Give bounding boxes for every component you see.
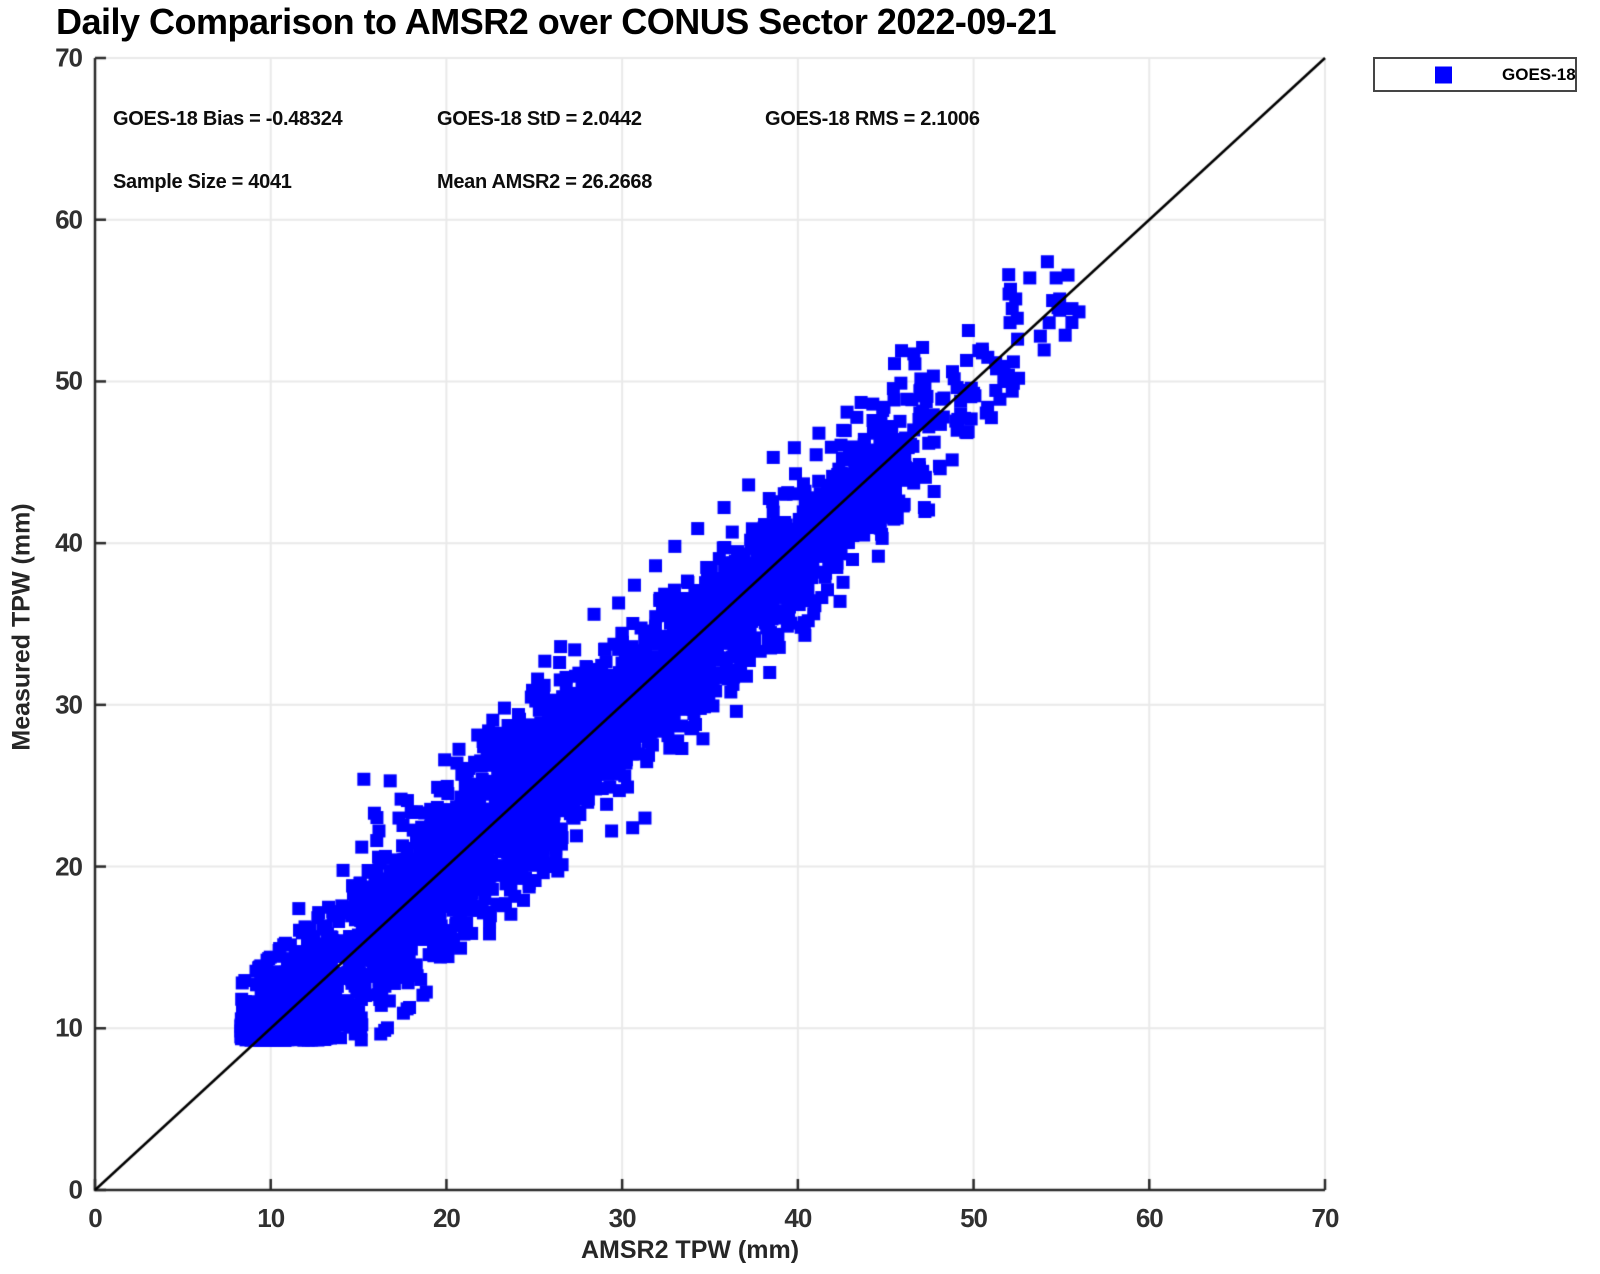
y-tick-label-70: 70 <box>55 42 83 73</box>
stat-sample-size: Sample Size = 4041 <box>113 171 292 193</box>
y-axis-label: Measured TPW (mm) <box>7 503 36 751</box>
y-tick-label-40: 40 <box>55 527 83 558</box>
stat-rms: GOES-18 RMS = 2.1006 <box>765 108 980 130</box>
goes18-legend-label: GOES-18 <box>1502 64 1576 84</box>
x-tick-label-70: 70 <box>1311 1203 1340 1233</box>
goes18-legend-marker <box>1435 66 1452 83</box>
x-tick-label-60: 60 <box>1135 1203 1164 1233</box>
y-tick-label-60: 60 <box>55 204 83 235</box>
y-tick-label-50: 50 <box>55 365 83 396</box>
y-tick-label-30: 30 <box>55 689 83 720</box>
x-tick-label-30: 30 <box>608 1203 637 1233</box>
stat-std: GOES-18 StD = 2.0442 <box>437 108 642 130</box>
x-tick-label-50: 50 <box>960 1203 988 1233</box>
legend: GOES-18 <box>1373 57 1577 92</box>
x-tick-label-40: 40 <box>784 1203 812 1233</box>
x-tick-label-0: 0 <box>88 1203 103 1233</box>
x-axis-label: AMSR2 TPW (mm) <box>580 1236 800 1264</box>
x-tick-label-10: 10 <box>257 1203 285 1233</box>
stat-mean-amsr2: Mean AMSR2 = 26.2668 <box>437 171 653 193</box>
chart-title: Daily Comparison to AMSR2 over CONUS Sec… <box>56 1 1056 42</box>
y-tick-label-20: 20 <box>55 851 83 882</box>
y-tick-label-10: 10 <box>55 1012 83 1043</box>
x-tick-label-20: 20 <box>432 1203 461 1233</box>
y-tick-label-0: 0 <box>68 1174 84 1205</box>
stat-bias: GOES-18 Bias = -0.48324 <box>113 108 343 130</box>
